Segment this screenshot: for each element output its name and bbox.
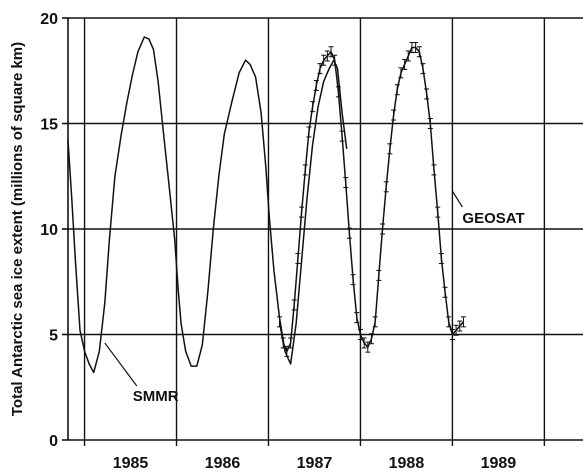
series (67, 36, 466, 374)
gridlines (68, 17, 583, 336)
y-tick-label-3: 15 (40, 117, 58, 134)
x-tick-label-0: 1985 (113, 455, 149, 472)
year-boundaries (83, 18, 546, 446)
annotation-geosat: GEOSAT (462, 210, 524, 227)
y-ticks: 0 5 10 15 20 (40, 11, 68, 450)
annotation-smmr: SMMR (133, 388, 179, 405)
y-tick-label-0: 0 (49, 433, 58, 450)
y-tick-label-4: 20 (40, 11, 58, 28)
x-ticks: 1985 1986 1987 1988 1989 (113, 455, 517, 472)
annotations: SMMR GEOSAT (104, 190, 525, 405)
annotation-leader-1 (451, 190, 463, 208)
x-tick-label-3: 1988 (389, 455, 425, 472)
y-tick-label-1: 5 (49, 328, 58, 345)
x-tick-label-1: 1986 (205, 455, 241, 472)
y-axis-title: Total Antarctic sea ice extent (millions… (9, 42, 26, 416)
x-tick-label-2: 1987 (297, 455, 333, 472)
annotation-leader-0 (104, 342, 138, 387)
y-tick-label-2: 10 (40, 222, 58, 239)
series-line-smmr (67, 36, 348, 374)
x-tick-label-4: 1989 (481, 455, 517, 472)
